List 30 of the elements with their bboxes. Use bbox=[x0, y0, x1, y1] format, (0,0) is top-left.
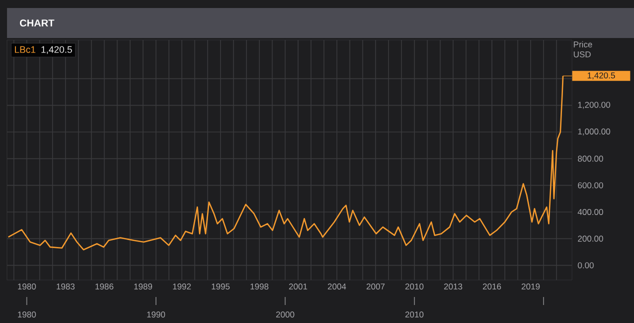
chart-title: CHART bbox=[20, 19, 54, 27]
x-tick-label: 2001 bbox=[289, 284, 308, 290]
annotation: 1,420.5 bbox=[588, 72, 615, 80]
x2-tick-label: 2000 bbox=[276, 312, 294, 318]
x-tick-label: 1992 bbox=[173, 284, 191, 290]
x-tick-label: 1980 bbox=[18, 284, 36, 290]
x-tick-label: 2019 bbox=[522, 284, 540, 290]
y-tick-label: 600.00 bbox=[578, 182, 604, 188]
x2-tick-label: 1980 bbox=[18, 312, 36, 318]
x-tick-label: 1995 bbox=[212, 284, 230, 290]
y-tick-label: 800.00 bbox=[578, 156, 604, 162]
x-tick-label: 2010 bbox=[405, 284, 424, 290]
x-tick-label: 1989 bbox=[134, 284, 152, 290]
y-tick-label: 400.00 bbox=[578, 209, 604, 215]
y-tick-label: 1,200.00 bbox=[578, 102, 610, 109]
x-tick-label: 2013 bbox=[444, 284, 462, 290]
y-axis-title: Price USD bbox=[574, 41, 592, 58]
x-tick-label: 1998 bbox=[250, 284, 268, 290]
y-tick-label: 200.00 bbox=[578, 236, 604, 242]
annotation: 1,420.5 bbox=[41, 46, 72, 54]
x2-tick-label: 1990 bbox=[147, 312, 166, 318]
x-tick-label: 2016 bbox=[482, 284, 501, 290]
text: LBc1 bbox=[14, 46, 36, 53]
y-tick-label: 1,000.00 bbox=[578, 128, 610, 136]
x2-tick-label: 2010 bbox=[405, 312, 424, 318]
y-tick-label: 0.00 bbox=[578, 262, 594, 268]
x-tick-label: 2007 bbox=[366, 284, 385, 290]
x-tick-label: 1983 bbox=[56, 284, 75, 290]
x-tick-label: 2004 bbox=[328, 284, 346, 290]
x-tick-label: 1986 bbox=[96, 284, 114, 290]
